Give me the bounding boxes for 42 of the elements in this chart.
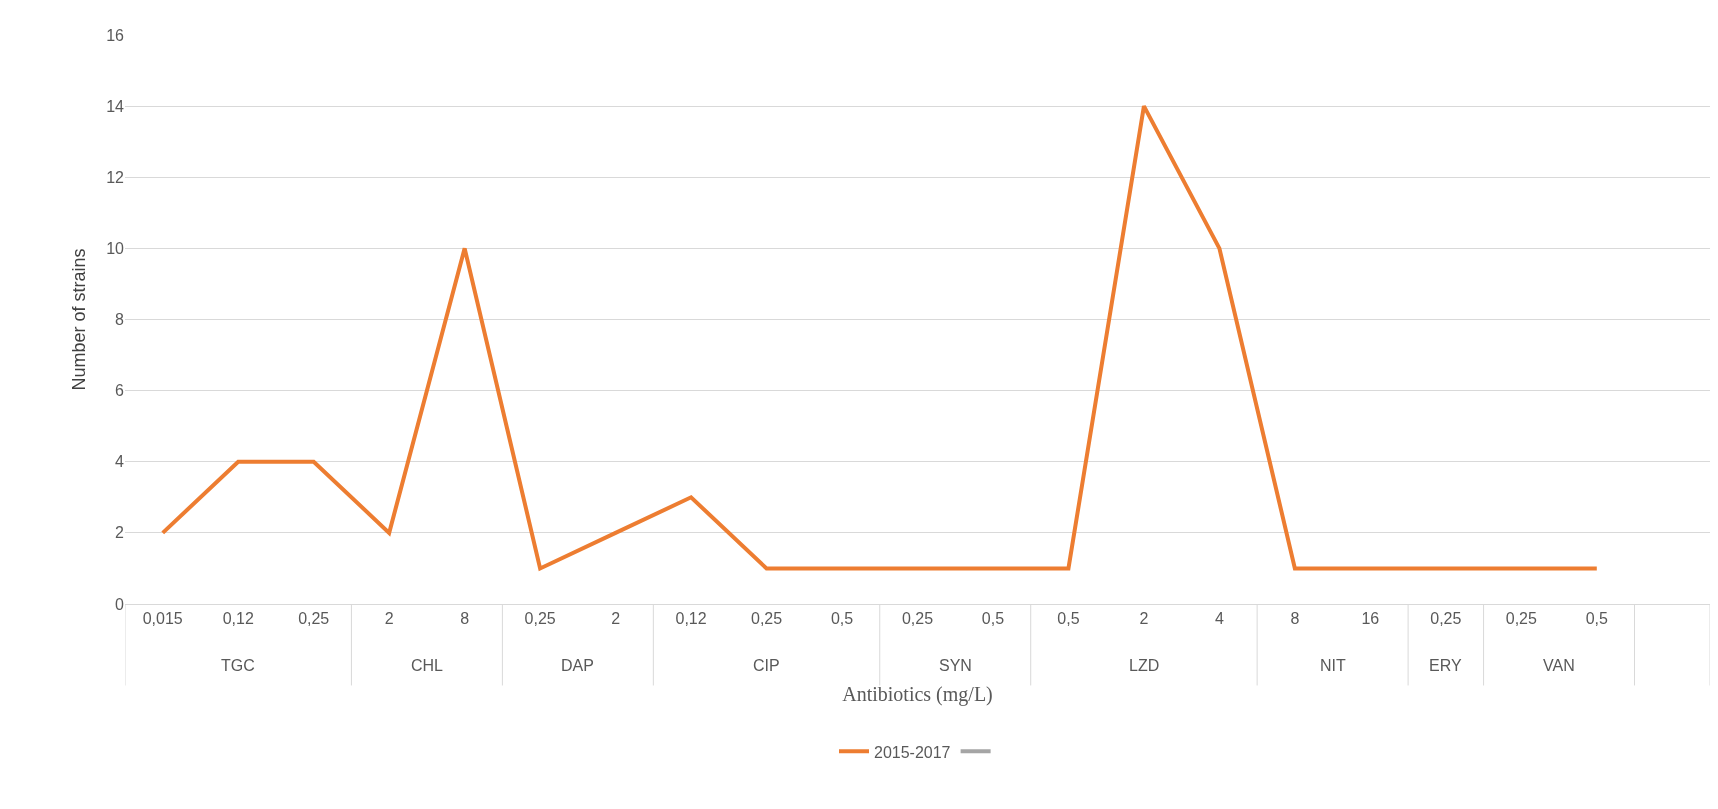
x-tick-label: 0,015 <box>142 610 183 628</box>
x-tick-label: 0,25 <box>524 610 556 628</box>
text: ERY <box>1429 657 1462 674</box>
x-tick-label: 2 <box>1139 610 1149 628</box>
x-tick-label: 0,25 <box>1505 610 1537 628</box>
x-tick-label: 4 <box>1214 610 1224 628</box>
x-tick-label: 8 <box>1290 610 1300 628</box>
text: NIT <box>1320 657 1346 674</box>
y-tick-label: 2 <box>115 524 125 542</box>
y-tick-label: 16 <box>106 26 125 44</box>
y-tick-label: 12 <box>106 168 125 186</box>
x-tick-label: 0,5 <box>1585 610 1609 628</box>
x-tick-label: 2 <box>384 610 394 628</box>
text: CIP <box>753 657 780 674</box>
y-tick-label: 6 <box>115 382 125 400</box>
y-tick-label: 4 <box>115 453 125 471</box>
x-tick-label: 2 <box>611 610 621 628</box>
x-tick-label: 0,5 <box>1057 610 1080 628</box>
text: LZD <box>1129 657 1160 674</box>
legend-label: 2015-2017 <box>874 743 951 761</box>
y-tick-label: 14 <box>106 97 125 115</box>
text: SYN <box>939 657 972 674</box>
x-tick-label: 0,25 <box>298 610 330 628</box>
x-axis-title: Antibiotics (mg/L) <box>842 682 993 706</box>
x-tick-label: 16 <box>1361 610 1380 628</box>
x-tick-label: 0,25 <box>1430 610 1462 628</box>
y-axis-title: Number of strains <box>69 248 90 391</box>
x-tick-label: 0,5 <box>830 610 854 628</box>
y-tick-label: 0 <box>115 595 125 613</box>
x-tick-label: 0,25 <box>901 610 934 628</box>
y-tick-label: 8 <box>115 311 125 329</box>
x-tick-label: 0,12 <box>675 610 707 628</box>
y-tick-label: 10 <box>106 239 125 257</box>
x-tick-label: 8 <box>460 610 470 628</box>
text: CHL <box>411 657 444 674</box>
x-tick-label: 0,12 <box>222 610 254 628</box>
x-tick-label: 0,5 <box>981 610 1005 628</box>
text: DAP <box>561 657 594 674</box>
text: VAN <box>1543 657 1575 674</box>
text: TGC <box>221 657 255 674</box>
line-series <box>160 104 1599 571</box>
x-tick-label: 0,25 <box>750 610 783 628</box>
